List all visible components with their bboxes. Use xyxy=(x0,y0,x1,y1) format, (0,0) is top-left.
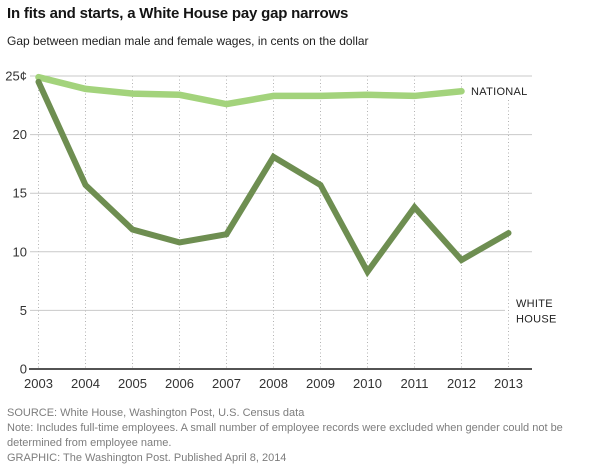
x-tick-label-2005: 2005 xyxy=(118,376,147,391)
y-tick-label-10: 10 xyxy=(13,244,27,259)
note-line: Note: Includes full-time employees. A sm… xyxy=(7,422,563,449)
graphic-credit-line: GRAPHIC: The Washington Post. Published … xyxy=(7,452,287,464)
y-tick-label-20: 20 xyxy=(13,127,27,142)
x-tick-label-2003: 2003 xyxy=(24,376,53,391)
x-tick-label-2012: 2012 xyxy=(447,376,476,391)
y-tick-label-5: 5 xyxy=(20,303,27,318)
x-tick-label-2009: 2009 xyxy=(306,376,335,391)
x-tick-label-2013: 2013 xyxy=(494,376,523,391)
chart-footer: SOURCE: White House, Washington Post, U.… xyxy=(7,406,585,466)
chart-subtitle: Gap between median male and female wages… xyxy=(7,34,369,48)
y-tick-label-25: 25¢ xyxy=(5,69,27,84)
series-line-national xyxy=(35,73,465,108)
y-tick-label-15: 15 xyxy=(13,186,27,201)
series-label-white-house-line1: WHITE xyxy=(516,298,553,310)
series-label-national: NATIONAL xyxy=(471,86,528,98)
x-tick-label-2007: 2007 xyxy=(212,376,241,391)
x-tick-label-2004: 2004 xyxy=(71,376,100,391)
source-line: SOURCE: White House, Washington Post, U.… xyxy=(7,407,305,419)
x-tick-label-2006: 2006 xyxy=(165,376,194,391)
x-tick-label-2010: 2010 xyxy=(353,376,382,391)
chart-title: In fits and starts, a White House pay ga… xyxy=(7,5,349,22)
y-tick-label-0: 0 xyxy=(20,362,27,377)
x-tick-label-2011: 2011 xyxy=(401,376,429,391)
series-label-white-house-line2: HOUSE xyxy=(516,314,557,326)
series-line-white-house xyxy=(35,78,512,278)
x-tick-label-2008: 2008 xyxy=(259,376,288,391)
